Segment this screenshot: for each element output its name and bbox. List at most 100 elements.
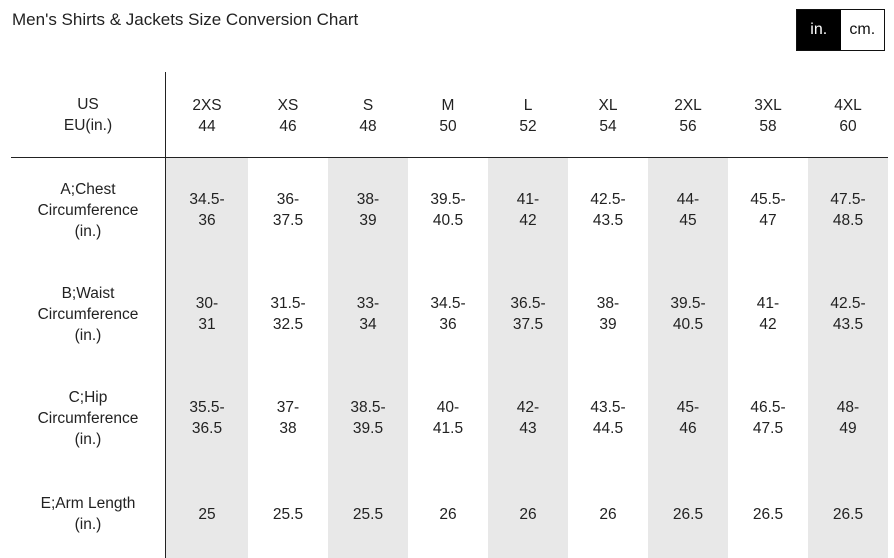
measurement-value: 41- 42: [728, 262, 808, 366]
us-size: 3XL: [754, 96, 782, 114]
cell-line: 25.5: [272, 505, 304, 523]
cell-line: 38: [279, 420, 297, 437]
cell-line: 39.5-: [430, 191, 466, 208]
measurement-row: A;Chest Circumference (in.) 34.5- 36 36- 37.5 3…: [11, 157, 888, 263]
measurement-value: 34.5- 36: [165, 157, 248, 262]
size-header-4xl: 4XL 60: [808, 72, 888, 158]
eu-size: 54: [599, 117, 617, 135]
cell-line: 35.5-: [189, 399, 225, 416]
cell-line: 36-: [276, 191, 300, 208]
measurement-value: 38.5- 39.5: [328, 366, 408, 470]
us-size: L: [523, 96, 533, 114]
cell-line: 26: [439, 505, 457, 523]
cell-line: 37-: [276, 399, 300, 416]
measurement-value: 44- 45: [648, 157, 728, 262]
cell-line: 39.5-: [670, 295, 706, 312]
cell-line: A;Chest: [60, 180, 116, 198]
measurement-value: 42.5- 43.5: [568, 158, 648, 263]
measurement-row: E;Arm Length (in.) 25 25.5 25.5 26 26 26 26.5 26.…: [11, 470, 888, 558]
measurement-value: 48- 49: [808, 366, 888, 470]
eu-size: 52: [519, 117, 537, 135]
cell-line: E;Arm Length: [40, 495, 136, 512]
cell-line: EU(in.): [63, 116, 113, 134]
cell-line: 44.5: [592, 420, 624, 437]
size-header-xl: XL 54: [568, 72, 648, 158]
measurement-label: E;Arm Length (in.): [11, 470, 166, 558]
us-size: XS: [277, 96, 299, 114]
measurement-value: 26: [408, 470, 488, 558]
measurement-label: A;Chest Circumference (in.): [11, 157, 166, 262]
measurement-value: 38- 39: [328, 157, 408, 262]
measurement-value: 42.5- 43.5: [808, 262, 888, 366]
measurement-value: 25: [165, 470, 248, 558]
eu-size: 44: [198, 117, 216, 135]
header-row: US EU(in.) 2XS 44 XS 46 S 48 M 50 L 52 XL 54 2XL 56 3XL 5…: [11, 72, 888, 158]
size-header-l: L 52: [488, 72, 568, 158]
size-header-2xs: 2XS 44: [165, 72, 248, 158]
measurement-value: 33- 34: [328, 262, 408, 366]
measurement-value: 25.5: [328, 470, 408, 558]
cell-line: 36: [439, 316, 457, 333]
measurement-label: C;Hip Circumference (in.): [11, 366, 166, 470]
cell-line: 41-: [756, 295, 780, 312]
cell-line: 26.5: [752, 505, 784, 523]
cell-line: 32.5: [272, 316, 304, 333]
cell-line: 45: [679, 212, 697, 229]
cell-line: 26: [519, 505, 537, 523]
cell-line: 33-: [356, 295, 380, 312]
measurement-label: B;Waist Circumference (in.): [11, 262, 166, 366]
measurement-value: 25.5: [248, 470, 328, 558]
cell-line: 40.5: [672, 316, 704, 333]
size-header-3xl: 3XL 58: [728, 72, 808, 158]
cell-line: 47.5-: [830, 191, 866, 208]
cell-line: 47.5: [752, 420, 784, 437]
cell-line: 34.5-: [189, 191, 225, 208]
measurement-value: 26.5: [648, 470, 728, 558]
cell-line: 38-: [596, 295, 620, 312]
cell-line: 47: [759, 212, 777, 229]
cell-line: 40-: [436, 399, 460, 416]
cell-line: 42: [759, 316, 777, 333]
measurement-value: 31.5- 32.5: [248, 262, 328, 366]
eu-size: 48: [359, 117, 377, 135]
us-size: 2XS: [192, 96, 222, 114]
measurement-value: 26: [568, 470, 648, 558]
cell-line: 43.5-: [590, 399, 626, 416]
cell-line: 45-: [676, 399, 700, 416]
cell-line: 44-: [676, 191, 700, 208]
size-header-m: M 50: [408, 72, 488, 158]
inches-button[interactable]: in.: [797, 10, 841, 50]
cell-line: 26.5: [832, 505, 864, 523]
cell-line: Circumference: [37, 409, 139, 427]
cell-line: 42-: [516, 399, 540, 416]
cell-line: 37.5: [272, 212, 304, 229]
measurement-value: 30- 31: [165, 262, 248, 366]
cell-line: 43.5: [832, 316, 864, 333]
measurement-value: 42- 43: [488, 366, 568, 470]
us-size: XL: [598, 96, 618, 114]
measurement-value: 43.5- 44.5: [568, 366, 648, 470]
cell-line: 34: [359, 316, 377, 333]
size-header-xs: XS 46: [248, 72, 328, 158]
measurement-value: 46.5- 47.5: [728, 366, 808, 470]
cm-button[interactable]: cm.: [840, 10, 884, 50]
measurement-value: 39.5- 40.5: [648, 262, 728, 366]
cell-line: 39: [599, 316, 617, 333]
size-conversion-table: US EU(in.) 2XS 44 XS 46 S 48 M 50 L 52 XL 54 2XL 56 3XL 5…: [11, 72, 888, 558]
cell-line: (in.): [74, 222, 102, 240]
measurement-value: 34.5- 36: [408, 262, 488, 366]
cell-line: (in.): [74, 430, 102, 448]
us-size: 4XL: [834, 96, 862, 114]
measurement-row: B;Waist Circumference (in.) 30- 31 31.5- 32.5 3…: [11, 262, 888, 366]
cell-line: C;Hip: [68, 388, 108, 406]
cell-line: (in.): [74, 326, 102, 344]
cell-line: 41.5: [432, 420, 464, 437]
cell-line: 26.5: [672, 505, 704, 523]
cell-line: 48-: [836, 399, 860, 416]
us-size: M: [441, 96, 455, 114]
cell-line: 37.5: [512, 316, 544, 333]
measurement-value: 39.5- 40.5: [408, 158, 488, 263]
cell-line: 40.5: [432, 212, 464, 229]
cell-line: 39.5: [352, 420, 384, 437]
cell-line: Circumference: [37, 305, 139, 323]
